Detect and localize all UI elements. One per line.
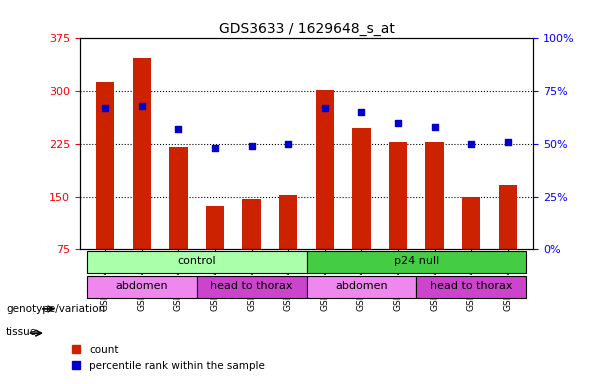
Point [393,120,403,126]
FancyBboxPatch shape [306,276,416,298]
Point [503,139,512,145]
Text: p24 null: p24 null [394,257,439,266]
Bar [243,199,261,249]
Point [357,109,367,115]
Bar [133,58,151,249]
Bar [316,91,334,249]
Point [430,124,440,130]
Bar [206,206,224,249]
Bar [169,147,188,249]
Point [246,143,256,149]
Point [101,105,110,111]
FancyBboxPatch shape [87,276,197,298]
Text: abdomen: abdomen [335,281,387,291]
Bar [352,128,370,249]
Point [466,141,476,147]
Text: tissue: tissue [6,327,37,337]
Bar [462,197,480,249]
Title: GDS3633 / 1629648_s_at: GDS3633 / 1629648_s_at [219,22,394,36]
Text: abdomen: abdomen [116,281,168,291]
Bar [425,142,444,249]
Bar [389,142,407,249]
Text: control: control [177,257,216,266]
Legend: count, percentile rank within the sample: count, percentile rank within the sample [66,341,270,375]
Point [210,145,220,151]
Point [137,103,147,109]
FancyBboxPatch shape [306,251,526,273]
Point [283,141,293,147]
FancyBboxPatch shape [87,251,306,273]
Text: genotype/variation: genotype/variation [6,304,105,314]
Point [173,126,183,132]
FancyBboxPatch shape [416,276,526,298]
Text: head to thorax: head to thorax [210,281,293,291]
FancyBboxPatch shape [197,276,306,298]
Bar [279,195,297,249]
Point [320,105,330,111]
Bar [96,82,115,249]
Text: head to thorax: head to thorax [430,281,512,291]
Bar [498,185,517,249]
